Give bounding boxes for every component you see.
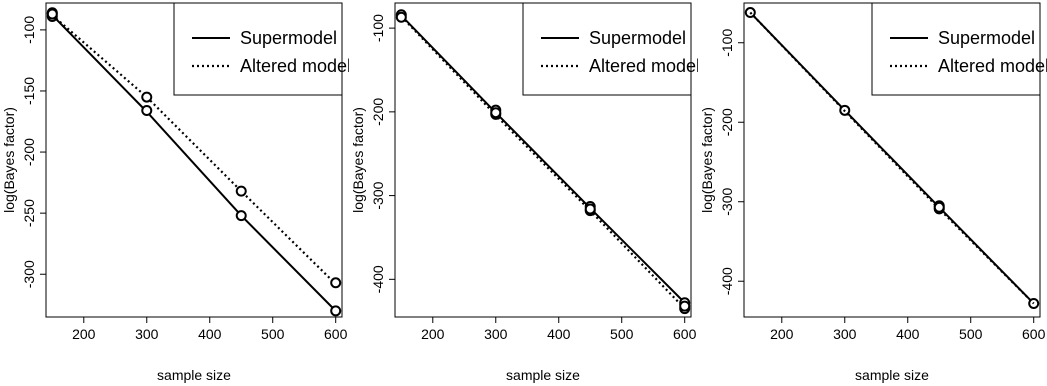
x-tick-label: 400 xyxy=(547,326,571,342)
data-point xyxy=(330,305,342,317)
data-point xyxy=(933,201,945,213)
x-tick-label: 500 xyxy=(261,326,285,342)
y-tick-label: -150 xyxy=(21,77,37,105)
data-point xyxy=(490,107,502,119)
y-tick-label: -300 xyxy=(21,260,37,288)
legend-label: Altered model xyxy=(938,56,1047,76)
x-tick-label: 300 xyxy=(484,326,508,342)
data-point xyxy=(679,300,691,312)
y-tick-label: -250 xyxy=(21,199,37,227)
x-tick-label: 200 xyxy=(421,326,445,342)
x-axis-label: sample size xyxy=(855,367,929,383)
x-tick-label: 300 xyxy=(833,326,857,342)
series-line-altered-model xyxy=(51,14,337,285)
x-tick-label: 200 xyxy=(72,326,96,342)
data-point xyxy=(46,8,58,20)
chart-2-svg: 200 300 400 500 600 -100 -200 -300 -400 sample si… xyxy=(350,2,698,383)
x-tick-label: 200 xyxy=(770,326,794,342)
data-point xyxy=(395,11,407,23)
legend-box xyxy=(522,2,692,96)
series-line-supermodel xyxy=(749,11,1035,305)
legend-label: Altered model xyxy=(240,56,349,76)
data-point xyxy=(1028,297,1040,309)
x-tick-label: 500 xyxy=(959,326,983,342)
y-tick-label: -200 xyxy=(719,108,735,136)
x-tick-label: 600 xyxy=(673,326,697,342)
x-tick-label: 300 xyxy=(135,326,159,342)
legend-box xyxy=(871,2,1041,96)
y-axis-label: log(Bayes factor) xyxy=(699,107,715,213)
data-point xyxy=(330,277,342,289)
data-point xyxy=(141,105,153,117)
y-tick-label: -300 xyxy=(719,188,735,216)
x-tick-label: 500 xyxy=(610,326,634,342)
data-point xyxy=(235,185,247,197)
data-point xyxy=(744,7,756,19)
y-axis-label: log(Bayes factor) xyxy=(350,107,366,213)
legend-label: Altered model xyxy=(589,56,698,76)
data-point xyxy=(584,203,596,215)
data-point xyxy=(235,210,247,222)
series-line-supermodel xyxy=(400,14,686,304)
legend-box xyxy=(173,2,343,96)
chart-1-svg: 200 300 400 500 600 -100 -150 -200 -250 -300 sampl… xyxy=(1,2,349,383)
y-tick-label: -300 xyxy=(370,181,386,209)
series-line-supermodel xyxy=(51,14,337,312)
chart-panel-1: 200 300 400 500 600 -100 -150 -200 -250 -300 sampl… xyxy=(0,0,349,386)
y-tick-label: -200 xyxy=(370,98,386,126)
y-tick-label: -200 xyxy=(21,138,37,166)
x-tick-label: 400 xyxy=(198,326,222,342)
legend-label: Supermodel xyxy=(240,28,337,48)
y-tick-label: -100 xyxy=(21,16,37,44)
x-tick-label: 400 xyxy=(896,326,920,342)
y-tick-label: -400 xyxy=(719,267,735,295)
data-point xyxy=(141,91,153,103)
y-axis-label: log(Bayes factor) xyxy=(1,107,17,213)
x-axis-label: sample size xyxy=(157,367,231,383)
legend-label: Supermodel xyxy=(589,28,686,48)
y-tick-label: -400 xyxy=(370,265,386,293)
chart-panel-2: 200 300 400 500 600 -100 -200 -300 -400 sample si… xyxy=(349,0,698,386)
y-tick-label: -100 xyxy=(719,29,735,57)
x-tick-label: 600 xyxy=(1022,326,1046,342)
x-tick-label: 600 xyxy=(324,326,348,342)
legend-label: Supermodel xyxy=(938,28,1035,48)
x-axis-label: sample size xyxy=(506,367,580,383)
y-tick-label: -100 xyxy=(370,14,386,42)
chart-3-svg: 200 300 400 500 600 -100 -200 -300 -400 sample si… xyxy=(699,2,1047,383)
chart-panel-3: 200 300 400 500 600 -100 -200 -300 -400 sample si… xyxy=(698,0,1047,386)
